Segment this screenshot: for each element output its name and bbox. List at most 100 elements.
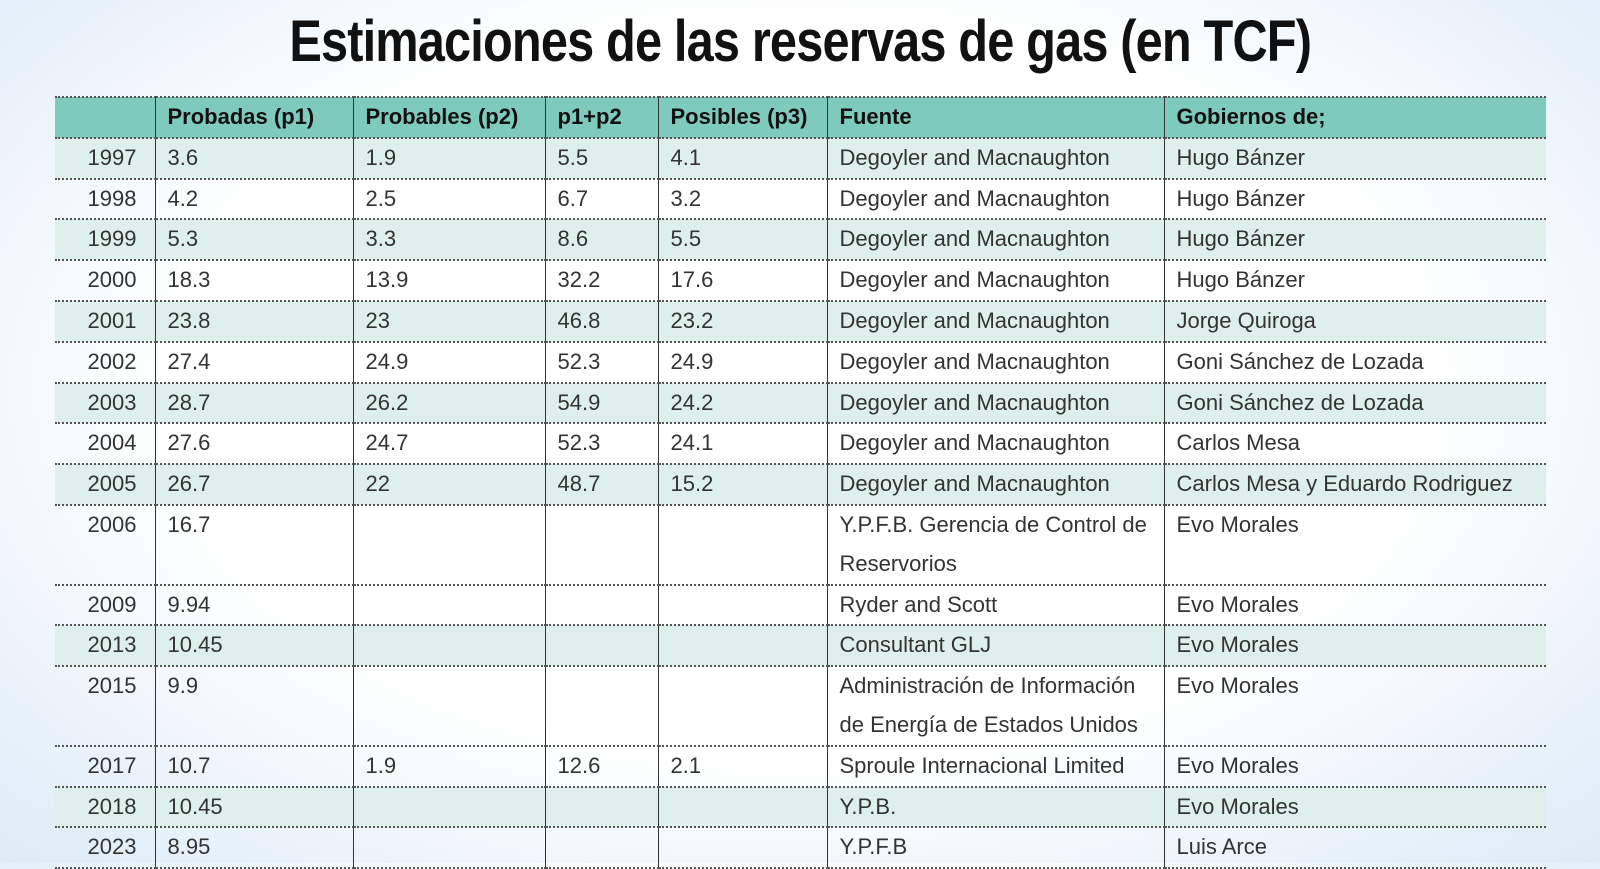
cell: Evo Morales [1163, 666, 1546, 747]
cell [657, 504, 827, 586]
cell: Hugo Bánzer [1163, 178, 1546, 221]
table-row: 1998 4.2 2.5 6.7 3.2 Degoyler and Macnaughton… [55, 178, 1546, 221]
cell: Hugo Bánzer [1163, 260, 1546, 302]
cell: Degoyler and Macnaughton [826, 423, 1164, 466]
cell: 46.8 [544, 300, 658, 343]
cell [352, 666, 545, 747]
cell: 28.7 [154, 382, 353, 425]
table-row: 2023 8.95 Y.P.F.B Luis Arce [55, 827, 1546, 869]
cell: 9.9 [154, 666, 353, 747]
cell: 2.5 [352, 178, 545, 221]
cell: Evo Morales [1163, 786, 1546, 829]
cell: 2000 [55, 260, 155, 302]
cell: 23 [352, 300, 545, 343]
cell: 8.6 [544, 219, 658, 262]
cell: Y.P.F.B [826, 827, 1164, 869]
cell: 27.6 [154, 423, 353, 466]
cell: 1999 [55, 219, 155, 262]
cell [544, 625, 658, 668]
cell: 4.2 [154, 178, 353, 221]
cell: 22 [352, 464, 545, 506]
cell: 5.3 [154, 219, 353, 262]
cell: 10.45 [154, 786, 353, 829]
cell [352, 786, 545, 829]
cell: 26.2 [352, 382, 545, 425]
title: Estimaciones de las reservas de gas (en … [0, 8, 1600, 75]
table-row: 2009 9.94 Ryder and Scott Evo Morales [55, 584, 1546, 627]
cell: 5.5 [657, 219, 827, 262]
table-row: 2015 9.9 Administración de Información de … [55, 666, 1546, 747]
cell: Sproule Internacional Limited [826, 745, 1164, 788]
cell: 2018 [55, 786, 155, 829]
cell: 52.3 [544, 423, 658, 466]
cell: 18.3 [154, 260, 353, 302]
cell: Evo Morales [1163, 584, 1546, 627]
cell: Degoyler and Macnaughton [826, 137, 1164, 180]
cell: 2023 [55, 827, 155, 869]
cell: 1998 [55, 178, 155, 221]
cell: 3.2 [657, 178, 827, 221]
cell: 2017 [55, 745, 155, 788]
cell: Ryder and Scott [826, 584, 1164, 627]
cell: 2003 [55, 382, 155, 425]
cell: 2005 [55, 464, 155, 506]
header-cell: Gobiernos de; [1163, 96, 1546, 139]
cell: Degoyler and Macnaughton [826, 178, 1164, 221]
cell: 24.2 [657, 382, 827, 425]
cell [352, 625, 545, 668]
cell: 26.7 [154, 464, 353, 506]
cell [544, 827, 658, 869]
cell [544, 584, 658, 627]
cell: Degoyler and Macnaughton [826, 260, 1164, 302]
cell: Consultant GLJ [826, 625, 1164, 668]
cell [544, 504, 658, 586]
table-row: 2003 28.7 26.2 54.9 24.2 Degoyler and Macnaug… [55, 382, 1546, 425]
cell: 10.7 [154, 745, 353, 788]
table-head: Probadas (p1) Probables (p2) p1+p2 Posibles… [55, 96, 1546, 139]
cell: Carlos Mesa [1163, 423, 1546, 466]
table-row: 2002 27.4 24.9 52.3 24.9 Degoyler and Macnaug… [55, 341, 1546, 384]
header-cell: Probadas (p1) [154, 96, 353, 139]
cell: Hugo Bánzer [1163, 219, 1546, 262]
cell: 6.7 [544, 178, 658, 221]
cell: Degoyler and Macnaughton [826, 300, 1164, 343]
cell: Degoyler and Macnaughton [826, 382, 1164, 425]
cell: 2001 [55, 300, 155, 343]
cell [544, 786, 658, 829]
cell [544, 666, 658, 747]
cell: Evo Morales [1163, 625, 1546, 668]
reserves-table: Probadas (p1) Probables (p2) p1+p2 Posibles… [55, 96, 1546, 869]
cell: 48.7 [544, 464, 658, 506]
cell [657, 666, 827, 747]
cell: Carlos Mesa y Eduardo Rodriguez [1163, 464, 1546, 506]
cell: 3.6 [154, 137, 353, 180]
cell: 9.94 [154, 584, 353, 627]
cell: 8.95 [154, 827, 353, 869]
table-row: 2005 26.7 22 48.7 15.2 Degoyler and Macnaught… [55, 464, 1546, 506]
cell: 2006 [55, 504, 155, 586]
cell: 1997 [55, 137, 155, 180]
header-cell: Fuente [826, 96, 1164, 139]
cell: 2009 [55, 584, 155, 627]
cell: 2.1 [657, 745, 827, 788]
cell: Hugo Bánzer [1163, 137, 1546, 180]
cell: 2015 [55, 666, 155, 747]
header-cell: p1+p2 [544, 96, 658, 139]
cell: Luis Arce [1163, 827, 1546, 869]
cell: 54.9 [544, 382, 658, 425]
cell: 17.6 [657, 260, 827, 302]
cell: 15.2 [657, 464, 827, 506]
cell: Y.P.B. [826, 786, 1164, 829]
cell: 4.1 [657, 137, 827, 180]
cell: 24.1 [657, 423, 827, 466]
cell: 32.2 [544, 260, 658, 302]
cell: 2002 [55, 341, 155, 384]
cell [657, 827, 827, 869]
cell: Evo Morales [1163, 745, 1546, 788]
table-row: 2001 23.8 23 46.8 23.2 Degoyler and Macnaught… [55, 300, 1546, 343]
cell: 24.9 [657, 341, 827, 384]
cell: Y.P.F.B. Gerencia de Control de Reservor… [826, 504, 1164, 586]
cell: Degoyler and Macnaughton [826, 341, 1164, 384]
cell: 23.8 [154, 300, 353, 343]
cell: 10.45 [154, 625, 353, 668]
